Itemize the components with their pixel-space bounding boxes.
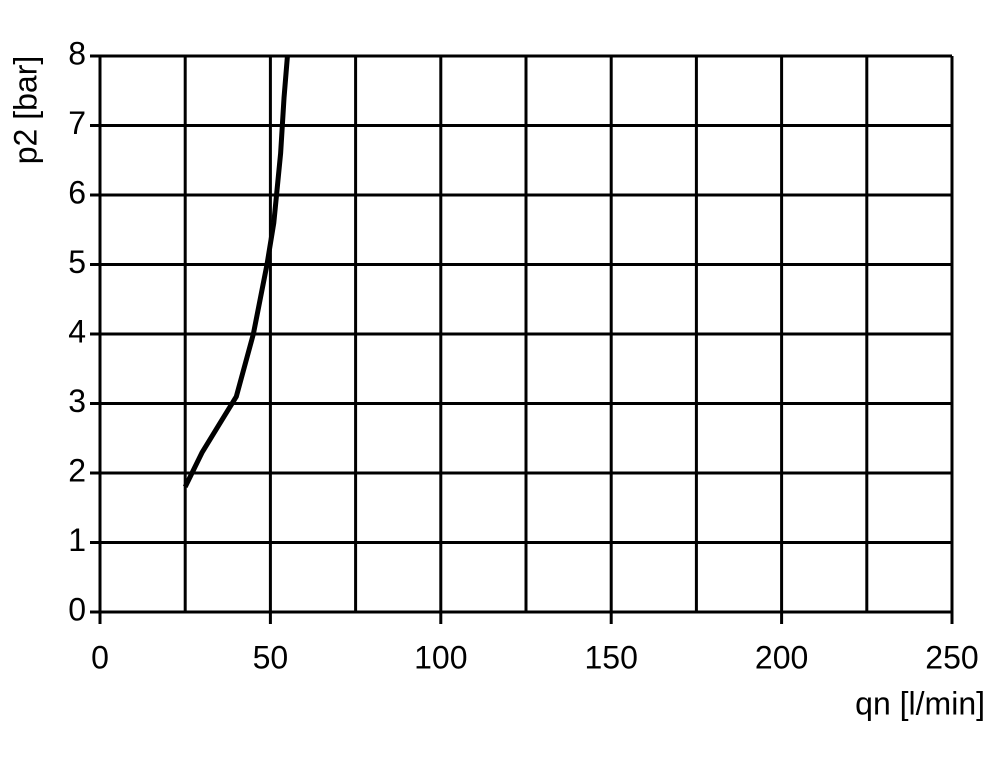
x-tick-label: 150 [585, 639, 638, 675]
y-axis-label: p2 [bar] [7, 56, 43, 165]
x-tick-label: 200 [755, 639, 808, 675]
y-tick-label: 2 [68, 452, 86, 488]
data-line [182, 55, 290, 489]
y-tick-label: 0 [68, 591, 86, 627]
y-tick-label: 6 [68, 174, 86, 210]
y-tick-label: 4 [68, 313, 86, 349]
x-tick-label: 100 [414, 639, 467, 675]
y-tick-label: 5 [68, 244, 86, 280]
x-tick-label: 0 [91, 639, 109, 675]
y-tick-label: 3 [68, 383, 86, 419]
y-tick-label: 8 [68, 35, 86, 71]
x-tick-label: 250 [925, 639, 978, 675]
y-tick-label: 7 [68, 105, 86, 141]
x-tick-label: 50 [253, 639, 289, 675]
y-tick-label: 1 [68, 522, 86, 558]
x-axis-label: qn [l/min] [855, 685, 985, 721]
